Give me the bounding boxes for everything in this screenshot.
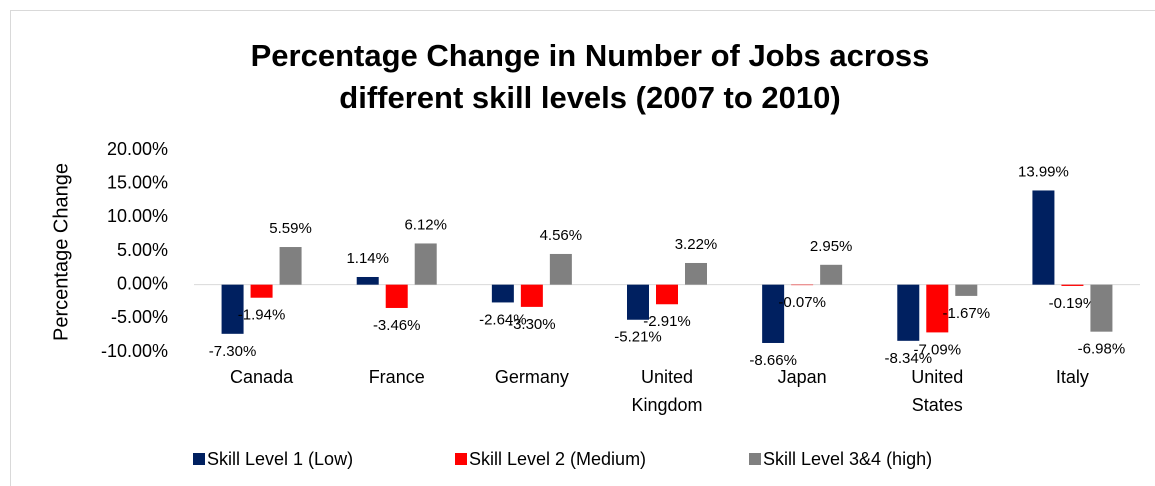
value-label: 6.12% [404,216,447,233]
bar [1090,284,1113,332]
value-label: -0.07% [778,294,826,311]
value-label: 1.14% [346,250,389,267]
x-tick-label: Germany [495,367,569,387]
bar [762,284,785,343]
value-label: -2.64% [479,311,527,328]
bar [250,284,273,298]
bar [820,264,843,285]
bar [221,284,244,334]
bar [520,284,543,307]
x-tick-label: Japan [778,367,827,387]
value-label: -6.98% [1078,341,1126,358]
y-tick-label: 5.00% [117,240,168,260]
value-label: 13.99% [1018,163,1069,180]
y-tick-label: 0.00% [117,273,168,293]
bar [549,253,572,285]
chart-title: Percentage Change in Number of Jobs acro… [251,38,930,73]
y-axis-title: Percentage Change [50,163,72,341]
bar [627,284,649,320]
value-label: -0.19% [1049,295,1097,312]
y-tick-label: -5.00% [111,307,168,327]
legend-label: Skill Level 2 (Medium) [469,449,646,469]
value-label: -5.21% [614,329,662,346]
legend-swatch [749,453,761,465]
y-tick-label: 15.00% [107,172,168,192]
x-tick-label: France [369,367,425,387]
x-tick-label: United Kingdom [631,367,702,415]
value-label: -7.09% [914,341,962,358]
y-tick-label: 10.00% [107,206,168,226]
x-tick-label: Italy [1056,367,1089,387]
bar [656,284,678,305]
bar [955,284,978,296]
value-label: 5.59% [269,220,312,237]
value-label: -8.66% [749,352,797,369]
y-tick-label: 20.00% [107,139,168,159]
legend-swatch [455,453,467,465]
bar [491,284,514,303]
y-tick-label: -10.00% [101,341,168,361]
legend-label: Skill Level 3&4 (high) [763,449,932,469]
x-tick-label: United States [911,367,963,415]
bar [279,247,302,285]
value-label: -1.67% [943,305,991,322]
value-label: -1.94% [238,307,286,324]
bar [1061,284,1084,286]
bar [897,284,920,341]
bar [926,284,949,333]
bar [414,243,437,285]
value-label: -8.34% [885,350,933,367]
chart-border [10,10,1155,486]
bar [385,284,408,308]
value-label: 4.56% [540,227,583,244]
value-label: -7.30% [209,343,257,360]
legend-swatch [193,453,205,465]
value-label: -3.46% [373,317,421,334]
value-label: -3.30% [508,316,556,333]
value-label: 2.95% [810,238,853,255]
chart-title: different skill levels (2007 to 2010) [339,80,840,115]
x-tick-label: Canada [230,367,294,387]
value-label: -2.91% [643,313,691,330]
legend-label: Skill Level 1 (Low) [207,449,353,469]
value-label: 3.22% [675,236,718,253]
bar [1032,190,1055,285]
bar [356,276,379,285]
bar [685,262,707,285]
